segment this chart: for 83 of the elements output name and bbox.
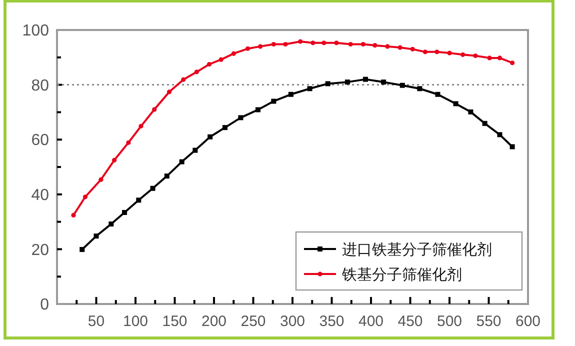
point xyxy=(238,115,244,120)
y-tick-label: 60 xyxy=(31,132,50,150)
y-tick-label: 100 xyxy=(22,22,50,40)
point xyxy=(208,134,213,140)
point xyxy=(473,53,478,58)
point xyxy=(192,148,198,153)
point xyxy=(497,132,502,138)
point xyxy=(126,140,131,145)
x-tick-label: 50 xyxy=(88,313,105,330)
y-tick-label: 80 xyxy=(31,77,50,94)
point xyxy=(422,50,428,54)
y-tick-label: 0 xyxy=(40,296,50,314)
y-tick-label: 40 xyxy=(31,187,50,204)
point xyxy=(152,107,157,112)
point xyxy=(453,101,458,106)
point xyxy=(385,44,390,49)
x-tick-label: 400 xyxy=(358,313,384,330)
x-tick-label: 150 xyxy=(162,313,188,330)
point xyxy=(71,212,76,218)
point xyxy=(372,43,378,48)
x-tick-label: 100 xyxy=(122,313,148,330)
point xyxy=(108,221,114,226)
point xyxy=(194,70,200,74)
point xyxy=(487,56,492,60)
x-tick-label: 200 xyxy=(201,313,227,330)
point xyxy=(322,40,326,46)
point xyxy=(245,46,250,51)
point xyxy=(271,42,276,47)
point xyxy=(231,51,236,56)
point xyxy=(460,52,466,57)
point xyxy=(348,42,353,47)
x-tick-label: 300 xyxy=(280,313,306,330)
point xyxy=(255,107,260,112)
point xyxy=(271,98,276,104)
legend-label: 进口铁基分子筛催化剂 xyxy=(342,240,492,258)
point xyxy=(360,42,366,47)
point xyxy=(283,42,288,47)
point xyxy=(435,92,440,97)
y-tick-label: 20 xyxy=(31,242,50,259)
point xyxy=(150,186,156,191)
point xyxy=(398,45,402,50)
point xyxy=(122,210,128,215)
point xyxy=(468,109,474,114)
point xyxy=(94,234,99,239)
point xyxy=(417,86,422,92)
point xyxy=(98,177,104,182)
x-tick-label: 550 xyxy=(476,313,502,330)
point xyxy=(206,62,212,67)
point xyxy=(222,125,228,130)
point xyxy=(482,120,488,126)
point xyxy=(510,60,515,66)
point xyxy=(166,90,172,94)
point xyxy=(434,50,440,54)
point xyxy=(82,194,88,200)
point xyxy=(288,92,294,97)
x-tick-label: 350 xyxy=(319,313,344,330)
point xyxy=(510,144,515,150)
point xyxy=(218,57,224,62)
point xyxy=(138,124,144,128)
point xyxy=(325,81,330,86)
x-tick-label: 500 xyxy=(436,313,462,330)
legend-label: 铁基分子筛催化剂 xyxy=(341,265,462,284)
point xyxy=(307,86,312,92)
point xyxy=(112,158,117,162)
point xyxy=(179,159,184,164)
point xyxy=(258,44,263,49)
x-tick-label: 600 xyxy=(515,313,541,330)
x-tick-label: 450 xyxy=(398,313,423,330)
point xyxy=(80,246,85,252)
x-tick-label: 250 xyxy=(240,313,266,330)
point xyxy=(400,82,405,88)
point xyxy=(164,174,170,179)
point xyxy=(334,40,339,46)
point xyxy=(136,198,142,203)
point xyxy=(447,50,452,56)
point xyxy=(363,76,368,82)
point xyxy=(310,40,316,46)
point xyxy=(181,77,186,82)
point xyxy=(497,56,502,60)
point xyxy=(410,46,415,52)
point xyxy=(381,80,386,85)
point xyxy=(298,39,303,44)
point xyxy=(344,80,350,85)
